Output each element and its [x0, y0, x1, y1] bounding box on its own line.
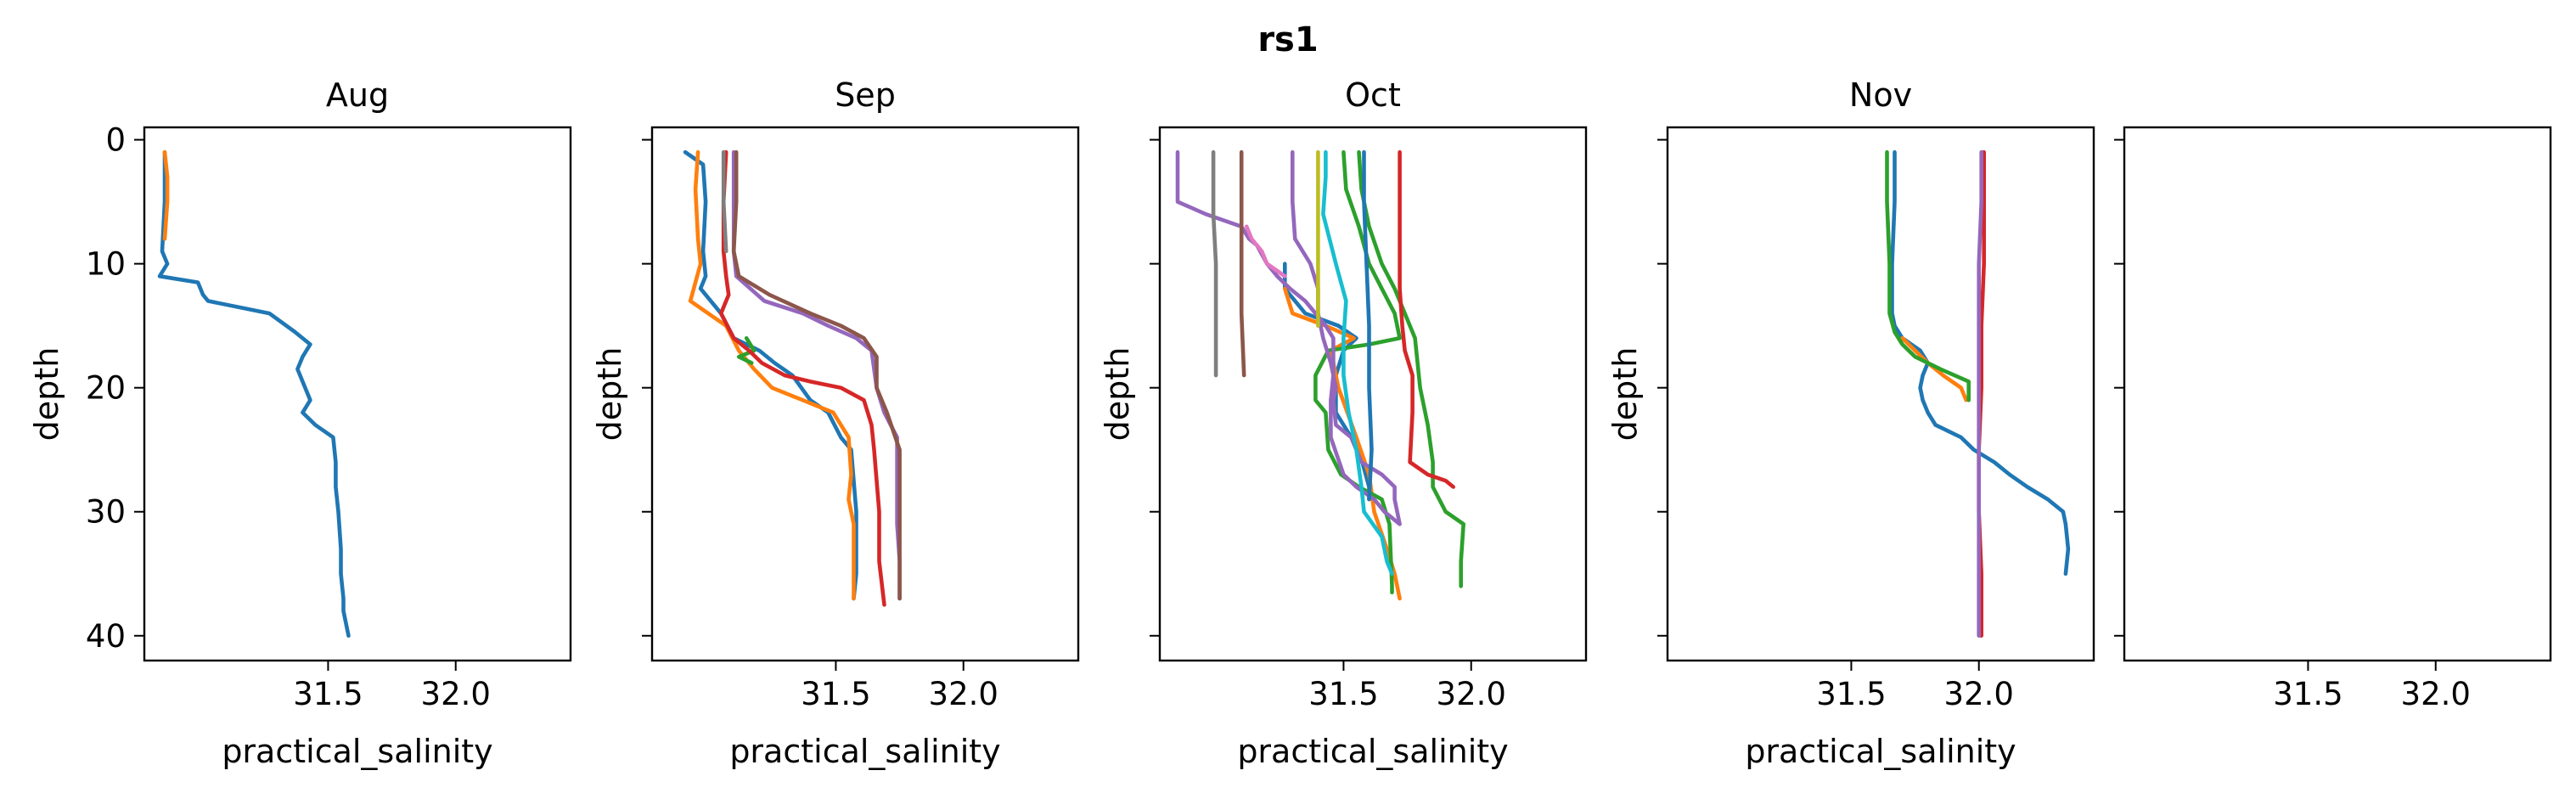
y-axis-label-aug: depth	[28, 347, 65, 441]
x-axis-label-sep: practical_salinity	[729, 733, 1000, 770]
series-line-aug-2	[162, 149, 170, 241]
x-tick-label-panel-5: 31.5	[2273, 676, 2343, 712]
panel-nov: 31.5 32.0 Nov practical_salinity depth	[1606, 76, 2095, 770]
series-line-sep-2	[688, 149, 856, 601]
panel-title-aug: Aug	[326, 76, 389, 114]
y-axis-label-nov: depth	[1606, 347, 1644, 441]
panel-sep-lines	[683, 149, 902, 607]
series-line-oct-5	[1398, 149, 1455, 489]
panel-sep: 31.5 32.0 Sep practical_salinity depth	[591, 76, 1080, 770]
series-line-oct-12	[1362, 149, 1374, 502]
panels: 31.5 32.0 0 10 20 30 40 Aug practical_salinity de…	[28, 76, 2552, 770]
x-axis-label-oct: practical_salinity	[1237, 733, 1508, 770]
series-line-oct-9	[1211, 149, 1218, 378]
series-line-sep-7	[721, 149, 728, 254]
y-axis-label-oct: depth	[1099, 347, 1136, 441]
y-tick-label-aug: 40	[86, 618, 126, 655]
series-line-sep-1	[683, 149, 858, 601]
x-tick-label-oct: 31.5	[1308, 676, 1378, 712]
panel-oct: 31.5 32.0 Oct practical_salinity depth	[1099, 76, 1588, 770]
x-axis-label-aug: practical_salinity	[222, 733, 492, 770]
y-tick-label-aug: 30	[86, 494, 126, 531]
panel-aug: 31.5 32.0 0 10 20 30 40 Aug practical_salinity de…	[28, 76, 572, 770]
series-line-aug-1	[157, 149, 351, 638]
x-tick-label-oct: 32.0	[1437, 676, 1506, 712]
y-tick-label-aug: 0	[105, 122, 126, 159]
x-tick-label-sep: 32.0	[929, 676, 998, 712]
panel-title-nov: Nov	[1849, 76, 1912, 114]
axes-frame-sep	[650, 126, 1080, 662]
x-tick-label-sep: 31.5	[801, 676, 870, 712]
axes-frame-aug	[143, 126, 572, 662]
panel-oct-lines	[1175, 149, 1465, 601]
axes-frame-nov	[1666, 126, 2095, 662]
panel-aug-lines	[157, 149, 351, 638]
panel-nov-lines	[1885, 149, 2071, 638]
series-line-sep-6	[731, 149, 902, 601]
series-line-sep-3	[736, 335, 756, 365]
y-axis-label-sep: depth	[591, 347, 628, 441]
series-line-sep-4	[718, 149, 886, 607]
series-line-nov-3	[1885, 149, 1971, 402]
axes-frame-panel-5	[2123, 126, 2552, 662]
series-line-oct-4	[1357, 149, 1465, 588]
figure-title: rs1	[1257, 20, 1318, 59]
x-tick-label-panel-5: 32.0	[2401, 676, 2471, 712]
panel-title-oct: Oct	[1345, 76, 1401, 114]
panel-panel-5: 31.5 32.0	[2114, 126, 2552, 712]
x-axis-label-nov: practical_salinity	[1745, 733, 2016, 770]
panel-title-sep: Sep	[835, 76, 896, 114]
series-line-oct-7	[1239, 149, 1246, 378]
series-line-oct-3	[1313, 149, 1402, 595]
y-tick-label-aug: 10	[86, 246, 126, 283]
x-tick-label-nov: 31.5	[1816, 676, 1886, 712]
x-tick-label-aug: 32.0	[421, 676, 491, 712]
x-tick-label-aug: 31.5	[293, 676, 363, 712]
series-line-oct-11	[1321, 149, 1394, 576]
x-tick-label-nov: 32.0	[1944, 676, 2014, 712]
series-line-nov-5	[1977, 149, 1983, 638]
y-tick-label-aug: 20	[86, 370, 126, 407]
series-line-oct-8	[1244, 224, 1287, 278]
series-line-nov-2	[1900, 335, 1968, 402]
axes-frame-oct	[1158, 126, 1588, 662]
